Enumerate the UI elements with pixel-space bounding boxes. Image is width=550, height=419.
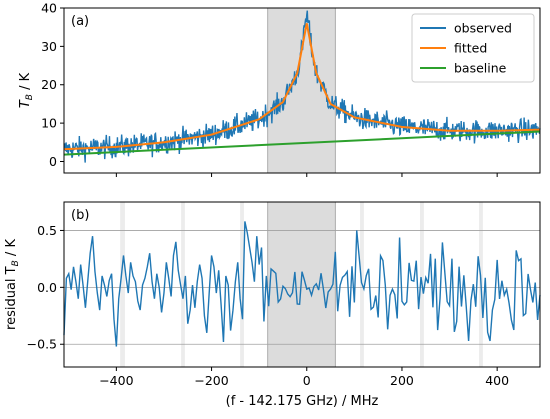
panel-b-x-tick-label: 200 <box>390 373 414 388</box>
panel-b-x-ticks: −400 −200 0 200 400 <box>99 367 509 388</box>
series-residual-line <box>63 221 541 347</box>
panel-a-y-tick-label: 10 <box>41 116 57 131</box>
legend-label-baseline: baseline <box>454 61 507 76</box>
x-axis-label: (f - 142.175 GHz) / MHz <box>226 394 379 409</box>
legend-label-observed: observed <box>454 21 512 36</box>
series-baseline-line <box>63 130 541 156</box>
panel-a-y-tick-label: 0 <box>49 154 57 169</box>
series-fitted-line <box>63 23 541 151</box>
legend-label-fitted: fitted <box>454 41 487 56</box>
panel-b-y-axis-label: residual TB / K <box>4 239 21 330</box>
panel-a-y-axis-label-unit: / K <box>18 72 33 94</box>
faint-band <box>120 202 125 367</box>
panel-a-y-tick-label: 40 <box>41 1 57 16</box>
panel-a-y-axis-label-main: T <box>18 99 33 108</box>
panel-a-label: (a) <box>71 14 89 29</box>
panel-b: −0.5 0.0 0.5 −400 −200 0 200 400 (b) residual … <box>4 201 541 409</box>
panel-b-label: (b) <box>71 208 89 223</box>
faint-band <box>240 202 244 367</box>
panel-b-x-tick-label: 400 <box>485 373 509 388</box>
faint-band <box>181 202 185 367</box>
panel-a-y-tick-label: 30 <box>41 39 57 54</box>
panel-b-y-axis-label-sub: B <box>11 260 21 266</box>
panel-b-x-tick-label: −400 <box>99 373 133 388</box>
panel-b-y-tick-label: 0.5 <box>37 223 57 238</box>
panel-a-y-axis-label: TB / K <box>18 72 35 108</box>
panel-b-y-ticks: −0.5 0.0 0.5 <box>27 223 64 352</box>
panel-a-y-ticks: 0 10 20 30 40 <box>41 1 64 169</box>
panel-b-plot-area <box>63 221 541 347</box>
series-observed-line <box>63 10 541 163</box>
panel-b-x-tick-label: −200 <box>194 373 228 388</box>
panel-b-frame <box>63 201 541 368</box>
panel-a-y-tick-label: 20 <box>41 77 57 92</box>
panel-b-y-tick-label: 0.0 <box>37 280 57 295</box>
panel-a-x-ticks <box>115 173 498 177</box>
panel-b-x-tick-label: 0 <box>303 373 311 388</box>
legend: observed fitted baseline <box>411 13 535 83</box>
panel-a-plot-area <box>63 10 541 163</box>
panel-b-y-axis-label-main: residual T <box>4 266 19 330</box>
legend-box <box>411 13 535 83</box>
panel-b-y-tick-label: −0.5 <box>27 337 57 352</box>
panel-a-y-axis-label-sub: B <box>25 94 35 100</box>
panel-a: 0 10 20 30 40 (a) TB / K observed fitted basel… <box>18 1 541 177</box>
panel-a-frame <box>63 7 541 174</box>
panel-b-y-axis-label-unit: / K <box>4 239 19 261</box>
